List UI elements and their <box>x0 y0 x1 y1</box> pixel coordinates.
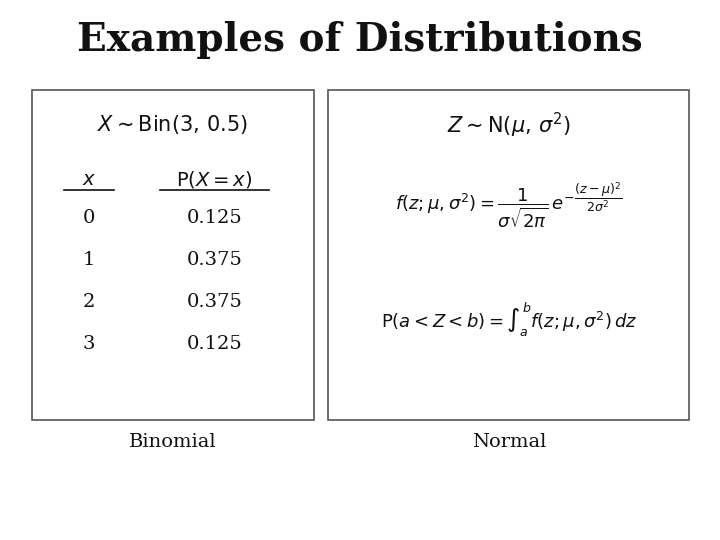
Text: 0.375: 0.375 <box>186 251 243 269</box>
Text: 3: 3 <box>83 335 95 353</box>
Text: $x$: $x$ <box>82 171 96 189</box>
Text: Examples of Distributions: Examples of Distributions <box>77 21 643 59</box>
Text: 0.125: 0.125 <box>186 335 243 353</box>
Text: 2: 2 <box>83 293 95 311</box>
Text: 0.125: 0.125 <box>186 209 243 227</box>
Text: $X \sim \mathrm{Bin}(3,\,0.5)$: $X \sim \mathrm{Bin}(3,\,0.5)$ <box>97 113 248 137</box>
Text: Normal: Normal <box>472 433 546 451</box>
FancyBboxPatch shape <box>32 90 313 420</box>
Text: $Z \sim \mathrm{N}(\mu,\,\sigma^2)$: $Z \sim \mathrm{N}(\mu,\,\sigma^2)$ <box>447 110 571 140</box>
Text: 1: 1 <box>83 251 95 269</box>
FancyBboxPatch shape <box>328 90 690 420</box>
Text: $\mathrm{P}(X = x)$: $\mathrm{P}(X = x)$ <box>176 170 253 191</box>
Text: 0: 0 <box>83 209 95 227</box>
Text: Binomial: Binomial <box>129 433 216 451</box>
Text: 0.375: 0.375 <box>186 293 243 311</box>
Text: $\mathrm{P}(a < Z < b) = \int_a^b f(z;\mu,\sigma^2)\,dz$: $\mathrm{P}(a < Z < b) = \int_a^b f(z;\m… <box>381 301 637 339</box>
Text: $f(z;\mu,\sigma^2) = \dfrac{1}{\sigma\sqrt{2\pi}}\,e^{-\dfrac{(z-\mu)^2}{2\sigma: $f(z;\mu,\sigma^2) = \dfrac{1}{\sigma\sq… <box>395 180 623 230</box>
